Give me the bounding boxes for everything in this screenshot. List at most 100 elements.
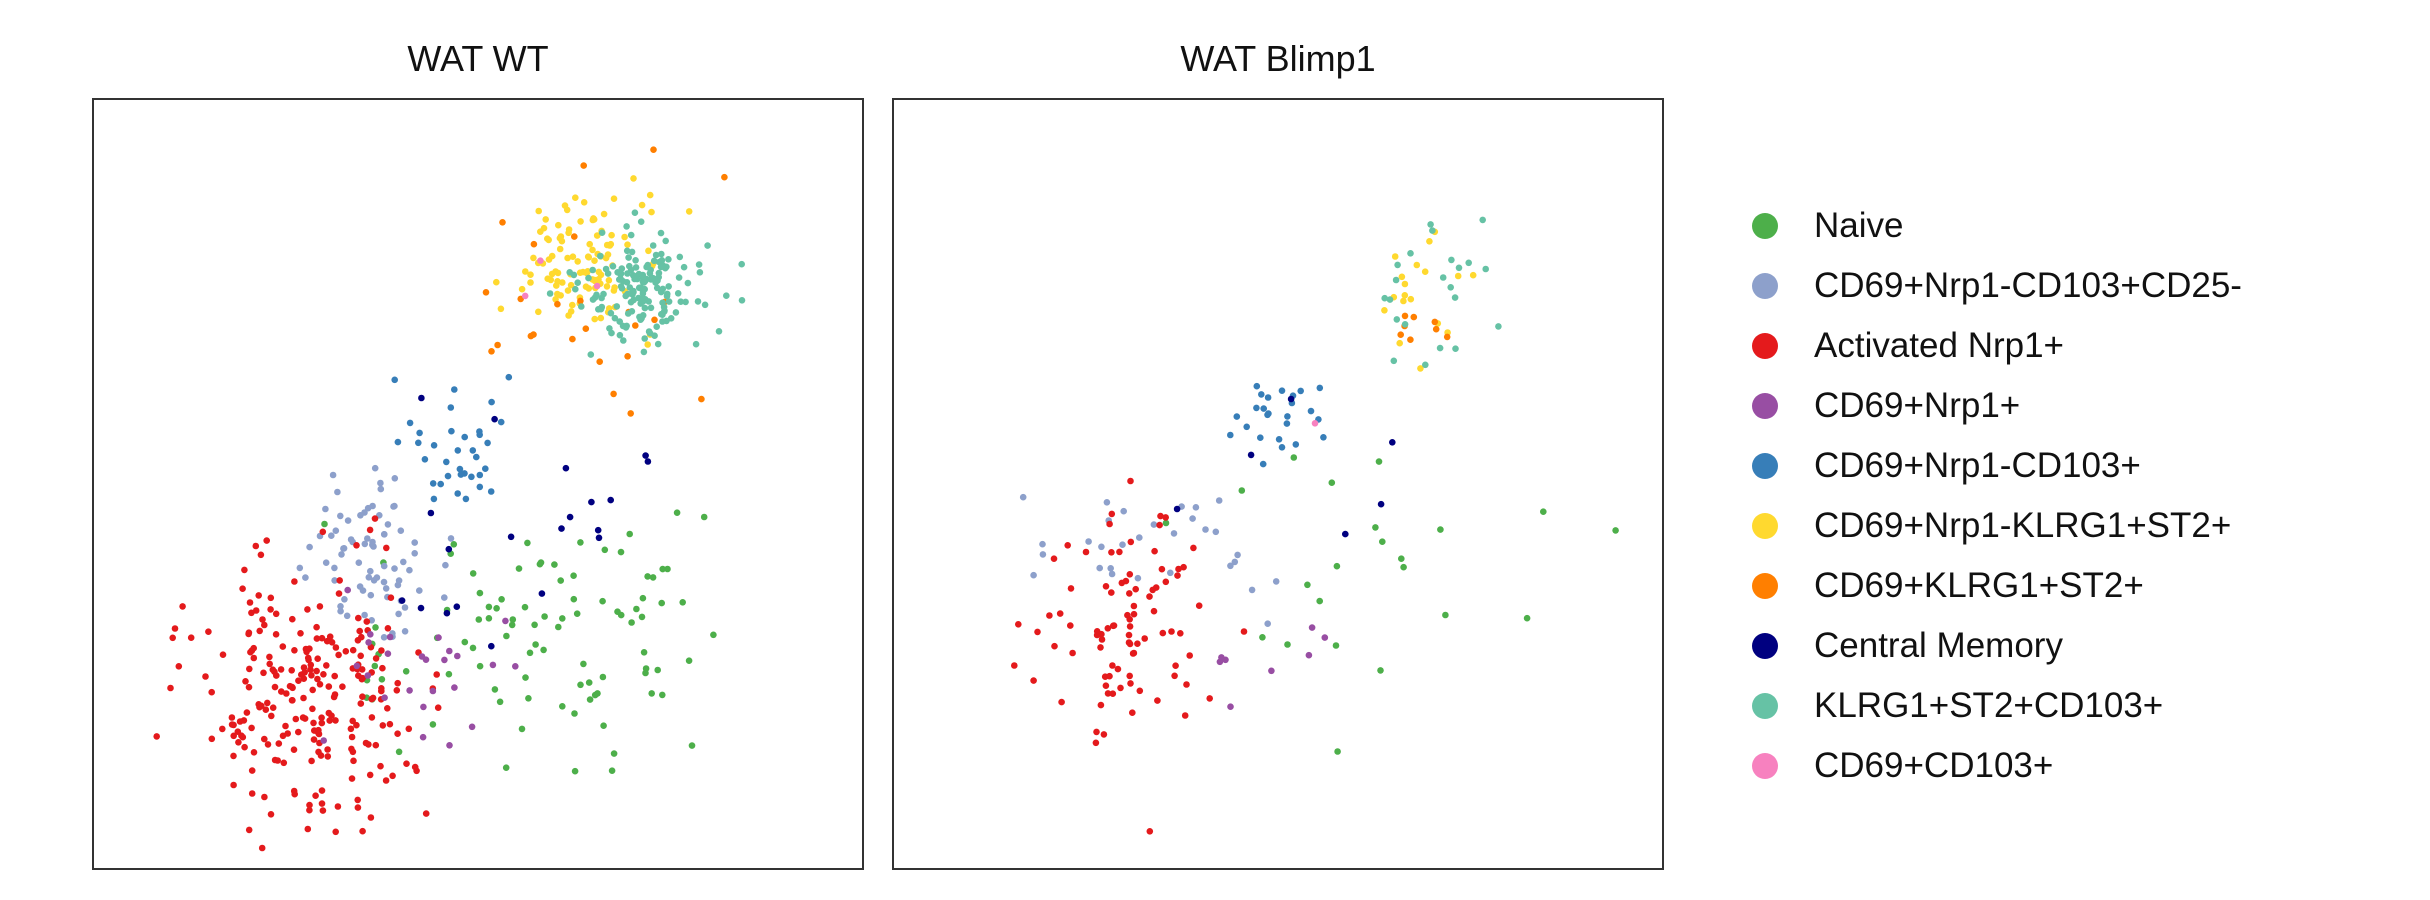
data-point: [1177, 630, 1184, 637]
data-point: [308, 757, 315, 765]
data-point: [356, 583, 364, 590]
data-point: [1134, 574, 1142, 582]
data-point: [448, 427, 455, 435]
data-point: [292, 715, 300, 723]
data-point: [401, 628, 409, 635]
data-point: [230, 781, 237, 789]
data-point: [600, 722, 607, 729]
data-point: [417, 604, 425, 612]
data-point: [1421, 268, 1429, 275]
data-point: [572, 194, 579, 201]
data-point: [1264, 620, 1271, 627]
data-point: [337, 607, 344, 615]
legend-item: CD69+Nrp1-CD103+: [1752, 436, 2412, 496]
data-point: [1156, 521, 1163, 529]
legend-label: Central Memory: [1814, 626, 2063, 665]
data-point: [595, 534, 603, 542]
data-point: [608, 767, 616, 774]
data-point: [659, 691, 666, 699]
data-point: [621, 233, 628, 241]
data-point: [577, 539, 584, 546]
data-point: [572, 285, 579, 293]
data-point: [676, 253, 684, 261]
data-point: [418, 394, 425, 402]
legend-label: CD69+Nrp1-CD103+: [1814, 446, 2141, 485]
data-point: [235, 739, 242, 746]
data-point: [600, 210, 608, 218]
data-point: [1206, 695, 1213, 702]
data-point: [1389, 439, 1396, 446]
data-point: [555, 221, 562, 229]
data-point: [248, 724, 255, 732]
data-point: [269, 704, 277, 711]
data-point: [1159, 629, 1167, 637]
data-point: [273, 672, 280, 679]
data-point: [415, 439, 422, 447]
data-point: [1097, 701, 1105, 709]
data-point: [318, 719, 326, 727]
data-point: [350, 757, 357, 765]
data-point: [569, 253, 577, 260]
data-point: [488, 348, 495, 355]
data-point: [1442, 611, 1449, 619]
data-point: [1400, 563, 1407, 571]
data-point: [1381, 307, 1388, 314]
data-point: [291, 578, 298, 585]
data-point: [1447, 284, 1454, 291]
data-point: [433, 671, 441, 678]
data-point: [607, 496, 614, 504]
data-point: [633, 605, 640, 613]
data-point: [1257, 434, 1264, 442]
data-point: [354, 804, 362, 811]
data-point: [355, 559, 363, 566]
data-point: [1227, 431, 1234, 439]
data-point: [258, 702, 265, 710]
data-point: [586, 696, 594, 703]
data-point: [283, 690, 290, 697]
data-point: [605, 277, 613, 284]
data-point: [245, 826, 253, 834]
data-point: [1432, 325, 1440, 333]
data-point: [580, 199, 588, 206]
data-point: [658, 599, 665, 607]
data-point: [641, 304, 649, 312]
data-point: [469, 570, 477, 577]
data-point: [1272, 578, 1280, 585]
data-point: [402, 668, 410, 675]
data-point: [607, 309, 615, 317]
data-point: [372, 624, 379, 631]
data-point: [400, 558, 407, 566]
data-point: [1181, 712, 1189, 719]
data-point: [343, 612, 351, 620]
data-point: [318, 714, 325, 721]
data-point: [623, 223, 630, 230]
data-point: [650, 257, 658, 265]
data-point: [291, 647, 298, 654]
data-point: [1171, 672, 1178, 680]
data-point: [1093, 728, 1100, 736]
data-point: [353, 542, 360, 549]
data-point: [626, 530, 633, 538]
data-point: [372, 741, 380, 749]
data-point: [264, 741, 272, 748]
data-point: [628, 289, 636, 296]
data-point: [1429, 227, 1436, 234]
data-point: [569, 301, 576, 309]
data-point: [379, 664, 386, 672]
data-point: [1180, 563, 1187, 571]
data-point: [664, 290, 671, 298]
data-point: [429, 721, 437, 728]
data-point: [311, 727, 318, 734]
data-point: [418, 653, 426, 660]
data-point: [617, 611, 625, 619]
data-point: [637, 300, 644, 307]
data-point: [248, 790, 256, 797]
data-point: [367, 591, 375, 599]
data-point: [1174, 572, 1181, 579]
data-point: [322, 559, 330, 566]
data-point: [570, 572, 577, 579]
data-point: [1443, 333, 1451, 341]
data-point: [401, 604, 409, 611]
data-point: [347, 725, 355, 733]
data-point: [1379, 538, 1386, 545]
